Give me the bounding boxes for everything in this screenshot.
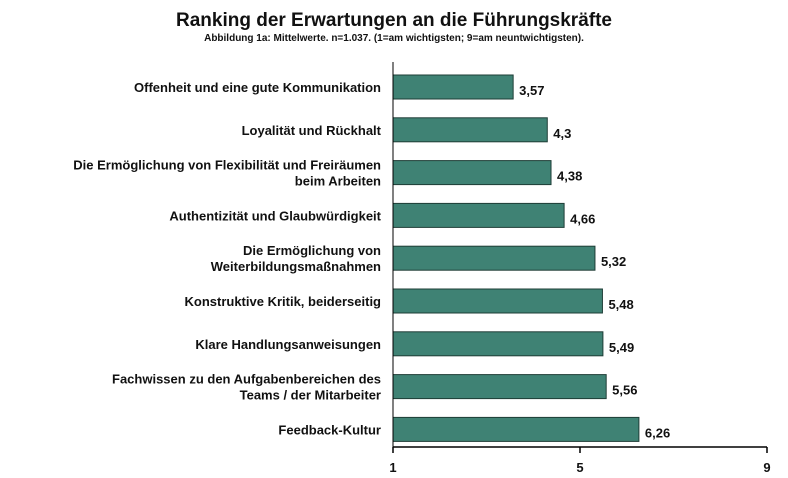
value-label-9: 6,26 — [645, 425, 670, 440]
bar-2 — [392, 117, 548, 143]
value-label-1: 3,57 — [519, 83, 544, 98]
bar-5 — [392, 245, 596, 271]
bar-6 — [392, 288, 603, 314]
category-label-5-line-2: Weiterbildungsmaßnahmen — [211, 259, 381, 274]
value-label-5: 5,32 — [601, 254, 626, 269]
bar-8 — [392, 374, 607, 400]
category-label-8-line-1: Fachwissen zu den Aufgabenbereichen des — [112, 372, 381, 387]
category-label-1: Offenheit und eine gute Kommunikation — [134, 80, 381, 95]
bar-1 — [392, 74, 514, 100]
category-label-2: Loyalität und Rückhalt — [242, 123, 382, 138]
value-label-4: 4,66 — [570, 211, 595, 226]
value-label-3: 4,38 — [557, 169, 582, 184]
bars-group — [392, 74, 640, 442]
chart-subtitle: Abbildung 1a: Mittelwerte. n=1.037. (1=a… — [204, 33, 584, 44]
category-label-5-line-1: Die Ermöglichung von — [243, 243, 381, 258]
category-label-4: Authentizität und Glaubwürdigkeit — [169, 208, 381, 223]
bar-4 — [392, 202, 565, 228]
category-label-9: Feedback-Kultur — [278, 422, 381, 437]
category-label-3-line-1: Die Ermöglichung von Flexibilität und Fr… — [73, 158, 381, 173]
value-label-8: 5,56 — [612, 383, 637, 398]
category-label-6: Konstruktive Kritik, beiderseitig — [185, 294, 382, 309]
x-tick-label-5: 5 — [576, 460, 583, 475]
chart-title: Ranking der Erwartungen an die Führungsk… — [175, 10, 612, 31]
bar-3 — [392, 160, 552, 186]
category-label-7: Klare Handlungsanweisungen — [195, 337, 381, 352]
bar-7 — [392, 331, 604, 357]
value-label-6: 5,48 — [608, 297, 633, 312]
category-label-8-line-2: Teams / der Mitarbeiter — [240, 388, 381, 403]
bar-9 — [392, 416, 640, 442]
value-label-7: 5,49 — [609, 340, 634, 355]
value-labels-group: 3,57 4,3 4,38 4,66 5,32 5,48 5,49 5,56 6,26 — [519, 83, 670, 440]
x-axis: 1 5 9 — [389, 62, 771, 475]
x-tick-label-9: 9 — [763, 460, 770, 475]
category-label-3-line-2: beim Arbeiten — [295, 174, 381, 189]
value-label-2: 4,3 — [553, 126, 571, 141]
x-tick-label-1: 1 — [389, 460, 396, 475]
category-labels-group: Offenheit und eine gute Kommunikation Loy… — [73, 80, 381, 437]
